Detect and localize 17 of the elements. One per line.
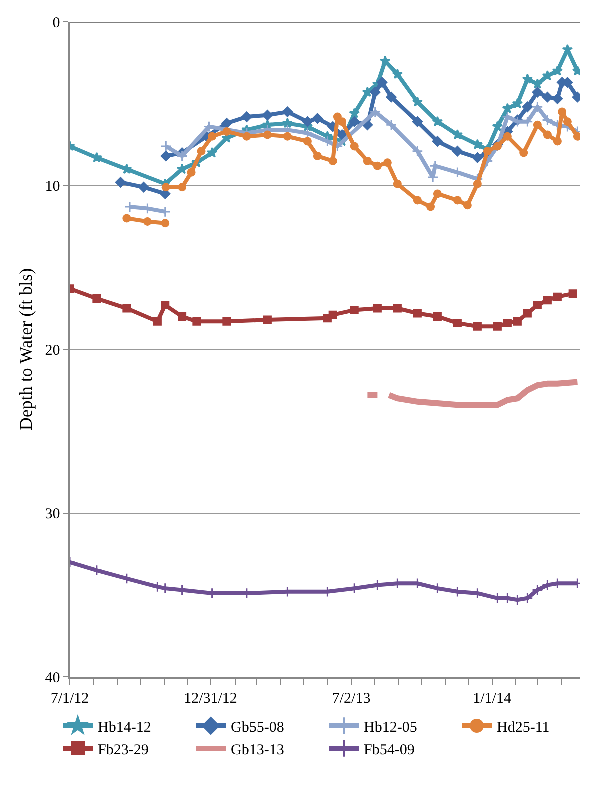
- y-tick-label: 40: [45, 670, 60, 686]
- x-tick-label: 12/31/12: [184, 690, 238, 707]
- x-tick-label: 1/1/14: [473, 690, 512, 707]
- legend-label: Hd25-11: [497, 720, 550, 736]
- legend-label: Gb55-08: [231, 720, 284, 736]
- legend-label: Hb14-12: [98, 720, 152, 736]
- y-tick-label: 10: [45, 179, 60, 195]
- y-axis-title: Depth to Water (ft bls): [16, 268, 36, 431]
- legend-label: Fb54-09: [364, 742, 415, 758]
- legend-label: Gb13-13: [231, 742, 284, 758]
- legend-label: Fb23-29: [98, 742, 149, 758]
- x-tick-label: 7/1/12: [50, 690, 90, 707]
- x-tick-label: 7/2/13: [332, 690, 371, 707]
- y-tick-label: 30: [45, 506, 60, 522]
- y-tick-label: 0: [52, 15, 60, 32]
- legend-label: Hb12-05: [364, 720, 418, 736]
- y-tick-label: 20: [45, 342, 60, 359]
